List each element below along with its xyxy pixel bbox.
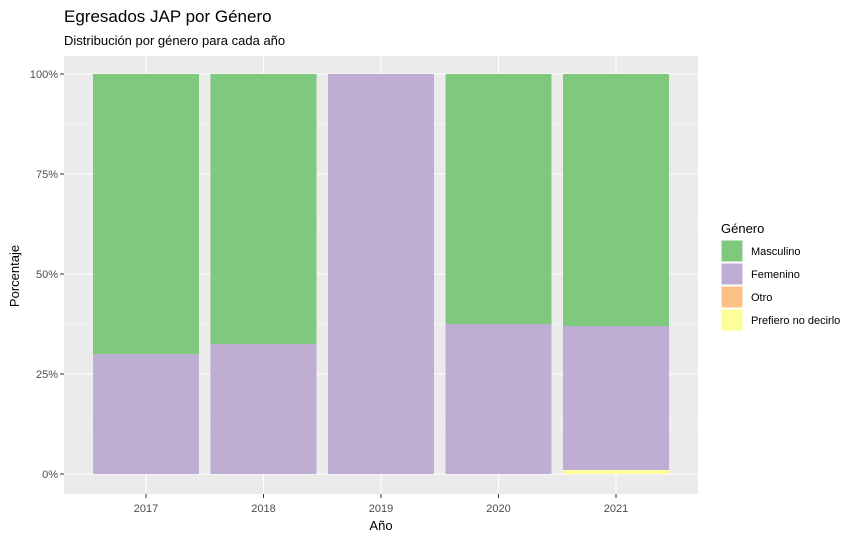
bar-2018-masculino bbox=[210, 74, 317, 344]
chart-title: Egresados JAP por Género bbox=[64, 7, 272, 26]
legend-label-prefiero-no-decirlo: Prefiero no decirlo bbox=[751, 315, 840, 327]
x-tick-label: 2018 bbox=[251, 503, 275, 515]
bar-2021-prefiero-no-decirlo bbox=[563, 470, 669, 474]
y-tick-label: 75% bbox=[36, 169, 58, 181]
x-tick-label: 2020 bbox=[486, 503, 510, 515]
legend-label-masculino: Masculino bbox=[751, 246, 801, 258]
x-axis: 2017 2018 2019 2020 2021 bbox=[134, 494, 628, 515]
y-tick-label: 0% bbox=[42, 469, 58, 481]
y-tick-label: 25% bbox=[36, 369, 58, 381]
y-axis-title: Porcentaje bbox=[7, 245, 22, 307]
chart-subtitle: Distribución por género para cada año bbox=[64, 33, 285, 48]
y-tick-label: 100% bbox=[30, 69, 58, 81]
bars bbox=[93, 74, 669, 474]
x-tick-label: 2019 bbox=[369, 503, 393, 515]
legend-label-otro: Otro bbox=[751, 292, 772, 304]
legend-title: Género bbox=[721, 221, 764, 236]
x-tick-label: 2021 bbox=[604, 503, 628, 515]
bar-2017-masculino bbox=[93, 74, 199, 354]
bar-2019-femenino bbox=[328, 74, 434, 474]
bar-2020-masculino bbox=[445, 74, 552, 324]
bar-2018-femenino bbox=[210, 344, 317, 474]
x-axis-title: Año bbox=[369, 518, 392, 533]
legend-label-femenino: Femenino bbox=[751, 269, 800, 281]
legend: Género Masculino Femenino Otro Prefiero no … bbox=[720, 221, 840, 332]
bar-2020-femenino bbox=[445, 324, 552, 474]
legend-swatch-masculino bbox=[720, 239, 744, 263]
legend-swatch-femenino bbox=[720, 262, 744, 286]
legend-swatch-prefiero-no-decirlo bbox=[720, 308, 744, 332]
y-axis: 0% 25% 50% 75% 100% bbox=[30, 69, 64, 481]
x-tick-label: 2017 bbox=[134, 503, 158, 515]
bar-2021-femenino bbox=[563, 326, 669, 470]
bar-2021-masculino bbox=[563, 74, 669, 326]
legend-swatch-otro bbox=[720, 285, 744, 309]
bar-2017-femenino bbox=[93, 354, 199, 474]
y-tick-label: 50% bbox=[36, 269, 58, 281]
